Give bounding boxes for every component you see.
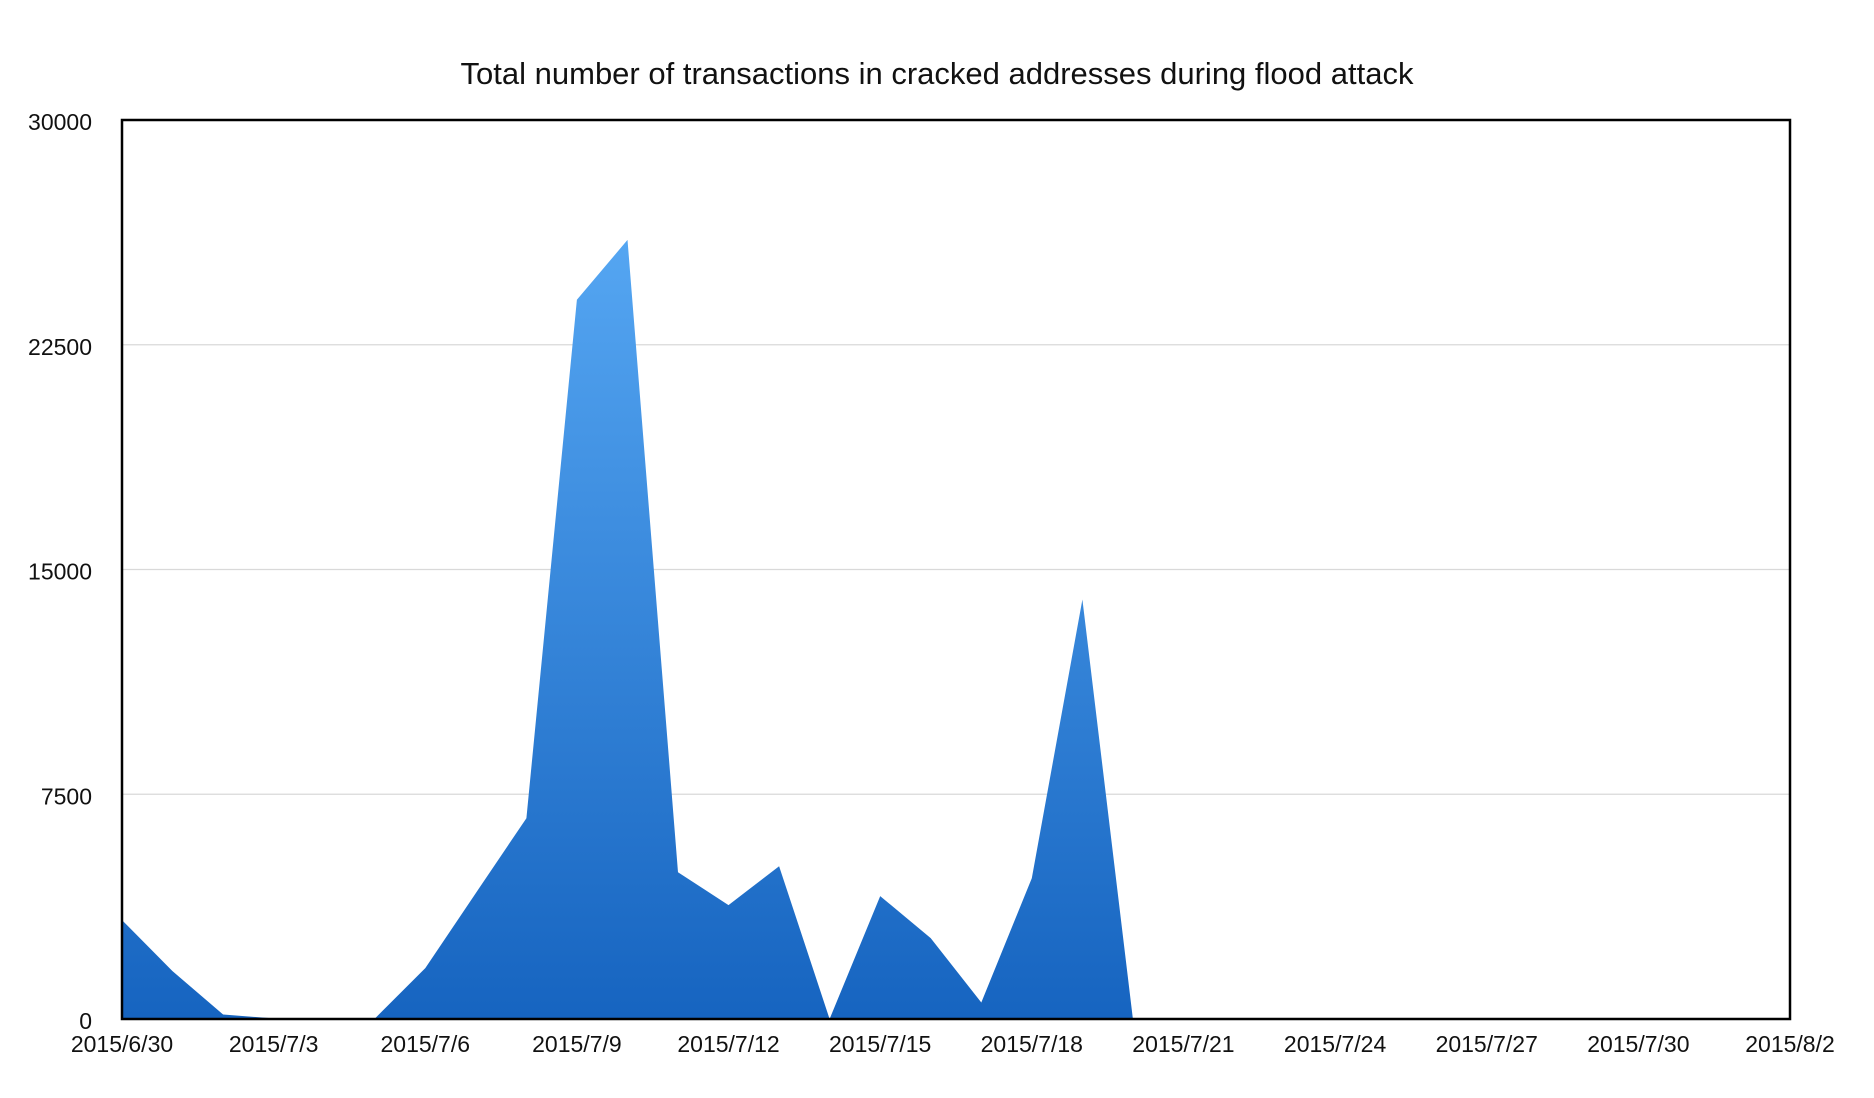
x-tick-label: 2015/7/18 bbox=[981, 1031, 1083, 1057]
area-fill bbox=[122, 239, 1790, 1019]
data-point bbox=[475, 893, 476, 894]
x-tick-label: 2015/7/30 bbox=[1587, 1031, 1689, 1057]
data-point bbox=[981, 1002, 982, 1003]
x-tick-label: 2015/7/24 bbox=[1284, 1031, 1387, 1057]
data-point bbox=[526, 818, 527, 819]
data-point bbox=[576, 299, 577, 300]
x-axis-ticks: 2015/6/30 2015/7/3 2015/7/6 2015/7/9 2015/7/… bbox=[71, 1031, 1835, 1057]
x-tick-label: 2015/7/12 bbox=[677, 1031, 779, 1057]
data-point bbox=[1082, 599, 1083, 600]
y-tick-label: 15000 bbox=[28, 559, 92, 585]
data-point bbox=[172, 971, 173, 972]
x-tick-label: 2015/7/15 bbox=[829, 1031, 931, 1057]
x-tick-label: 2015/7/3 bbox=[229, 1031, 319, 1057]
data-point bbox=[728, 905, 729, 906]
data-point bbox=[1031, 878, 1032, 879]
chart-title: Total number of transactions in cracked … bbox=[460, 56, 1414, 91]
y-axis-ticks: 0 7500 15000 22500 30000 bbox=[28, 109, 92, 1034]
y-tick-label: 7500 bbox=[41, 783, 92, 809]
plot-frame bbox=[120, 118, 1792, 1021]
y-tick-label: 30000 bbox=[28, 109, 92, 135]
axes bbox=[120, 118, 1792, 1021]
gridlines bbox=[122, 344, 1790, 795]
data-point bbox=[880, 896, 881, 897]
data-point bbox=[779, 866, 780, 867]
y-tick-label: 0 bbox=[79, 1008, 92, 1034]
y-tick-label: 22500 bbox=[28, 334, 92, 360]
x-tick-label: 2015/7/9 bbox=[532, 1031, 622, 1057]
x-tick-label: 2015/7/27 bbox=[1436, 1031, 1538, 1057]
data-point bbox=[223, 1014, 224, 1015]
area-series bbox=[122, 239, 1790, 1019]
data-point bbox=[678, 872, 679, 873]
x-tick-label: 2015/7/21 bbox=[1132, 1031, 1234, 1057]
x-tick-label: 2015/7/6 bbox=[381, 1031, 471, 1057]
x-tick-label: 2015/8/2 bbox=[1745, 1031, 1835, 1057]
data-point bbox=[425, 968, 426, 969]
data-point bbox=[627, 239, 628, 240]
x-tick-label: 2015/6/30 bbox=[71, 1031, 173, 1057]
data-point bbox=[930, 938, 931, 939]
